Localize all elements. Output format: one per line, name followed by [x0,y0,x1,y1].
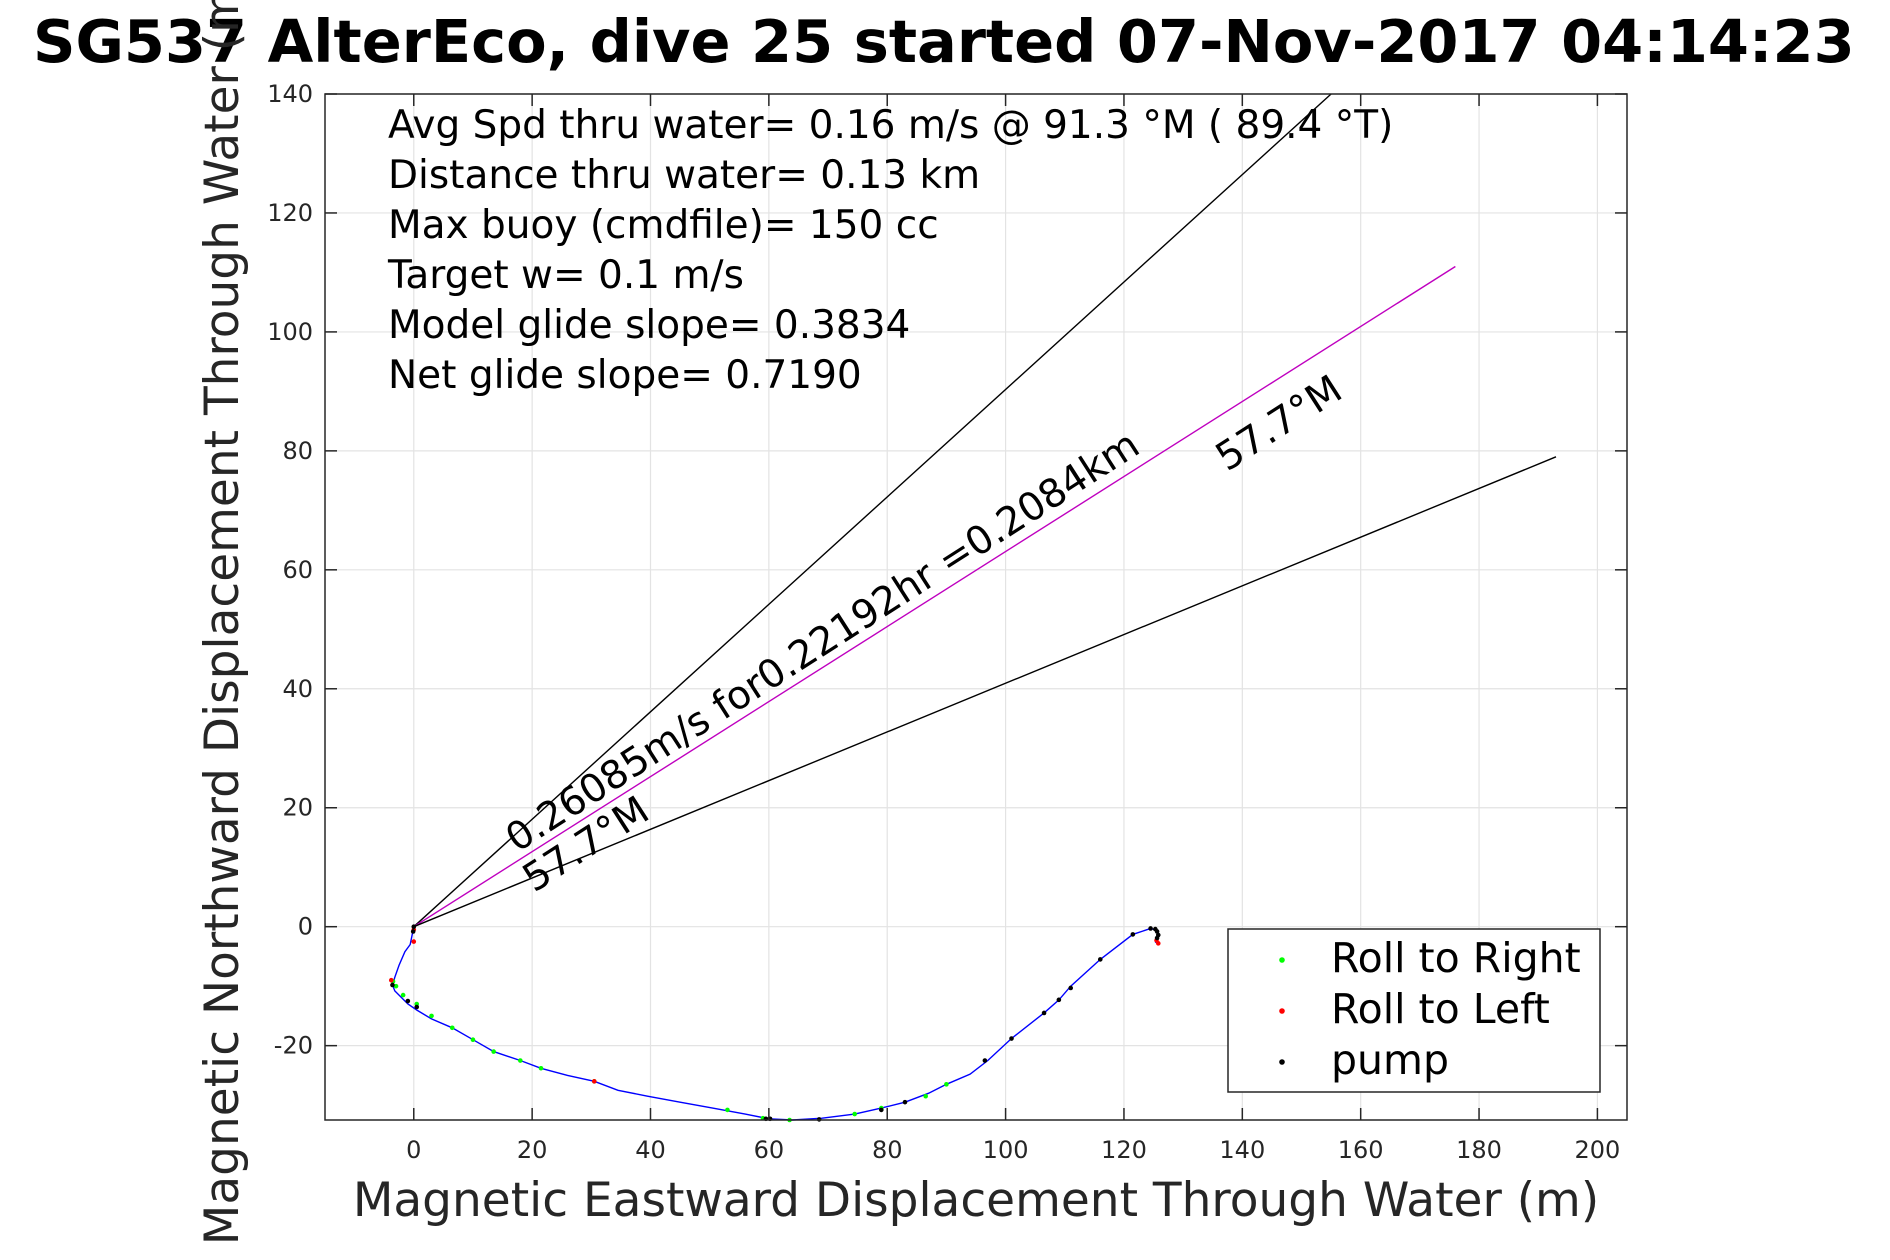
point-roll-to-right [944,1082,949,1087]
x-axis-label: Magnetic Eastward Displacement Through W… [353,1173,1599,1228]
x-tick-label: 180 [1456,1136,1502,1164]
x-tick-label: 20 [517,1136,548,1164]
legend: Roll to Right Roll to Left pump [1227,928,1601,1093]
point-roll-to-right [518,1058,523,1063]
stat-avg-speed: Avg Spd thru water= 0.16 m/s @ 91.3 °M (… [388,103,1393,148]
x-tick-label: 40 [635,1136,666,1164]
y-axis-label: Magnetic Northward Displacement Through … [195,0,250,1245]
stat-model-glide-slope: Model glide slope= 0.3834 [388,303,910,348]
x-tick-label: 120 [1101,1136,1147,1164]
point-pump [1148,926,1153,931]
point-pump [1009,1036,1014,1041]
legend-marker-pump [1279,1059,1285,1065]
point-pump [414,1004,420,1010]
y-tick-label: -20 [274,1032,313,1060]
point-roll-to-right [449,1025,455,1031]
point-pump [410,929,416,934]
axes-box [324,93,1628,1121]
point-roll-to-right [400,992,406,998]
point-pump [1154,929,1160,934]
point-roll-to-right [429,1013,434,1019]
guide-line-heading [413,265,1456,928]
stat-net-glide-slope: Net glide slope= 0.7190 [388,353,862,398]
x-tick-label: 60 [754,1136,785,1164]
x-tick-label: 100 [983,1136,1029,1164]
point-roll-to-left [591,1079,597,1084]
point-pump [390,982,395,988]
legend-label-pump: pump [1331,1036,1449,1084]
stat-max-buoy: Max buoy (cmdfile)= 150 cc [388,203,939,248]
point-roll-to-left [411,939,417,944]
point-pump [1068,985,1073,991]
point-roll-to-right [538,1065,544,1071]
point-pump [879,1107,884,1113]
stat-distance: Distance thru water= 0.13 km [388,153,980,198]
y-tick-label: 40 [282,675,313,703]
point-pump [1097,957,1103,962]
legend-marker-roll-right [1279,957,1285,963]
stats-block: Avg Spd thru water= 0.16 m/s @ 91.3 °M (… [387,103,1393,398]
axis-ticks: 0 20 40 60 80 100 120 140 160 180 200 -20 0 20 40 60 80 1… [267,80,1627,1164]
y-tick-label: 140 [267,80,313,108]
legend-label-roll-right: Roll to Right [1331,934,1581,982]
point-roll-to-right [470,1037,476,1043]
point-pump [1056,997,1062,1003]
y-tick-label: 80 [282,437,313,465]
stat-target-w: Target w= 0.1 m/s [387,253,744,298]
x-tick-label: 200 [1575,1136,1621,1164]
x-tick-label: 0 [406,1136,421,1164]
x-tick-label: 80 [872,1136,903,1164]
chart-title: SG537 AlterEco, dive 25 started 07-Nov-2… [33,7,1855,76]
x-tick-label: 140 [1219,1136,1265,1164]
point-pump [1041,1010,1047,1016]
point-pump [405,998,411,1004]
y-tick-label: 60 [282,556,313,584]
point-pump [902,1099,908,1105]
data-points [388,924,1161,1123]
legend-box [1227,928,1601,1093]
point-pump [1130,932,1136,937]
point-roll-to-left [388,977,394,983]
point-roll-to-right [725,1107,730,1113]
guide-line-upper-bound [413,93,1332,928]
y-tick-label: 120 [267,199,313,227]
point-roll-to-left [1155,941,1161,946]
guide-line-lower-bound [413,456,1557,928]
point-roll-to-right [393,983,399,989]
y-tick-label: 100 [267,318,313,346]
point-roll-to-right [491,1049,496,1054]
legend-label-roll-left: Roll to Left [1331,985,1550,1033]
guide-lines [413,93,1557,928]
point-roll-to-right [923,1093,928,1099]
point-pump [1154,935,1160,941]
point-roll-to-right [852,1111,857,1117]
point-pump [982,1058,988,1063]
y-tick-label: 20 [282,794,313,822]
y-tick-label: 0 [298,913,313,941]
point-pump [411,924,417,929]
legend-marker-roll-left [1279,1008,1285,1014]
x-tick-label: 160 [1338,1136,1384,1164]
